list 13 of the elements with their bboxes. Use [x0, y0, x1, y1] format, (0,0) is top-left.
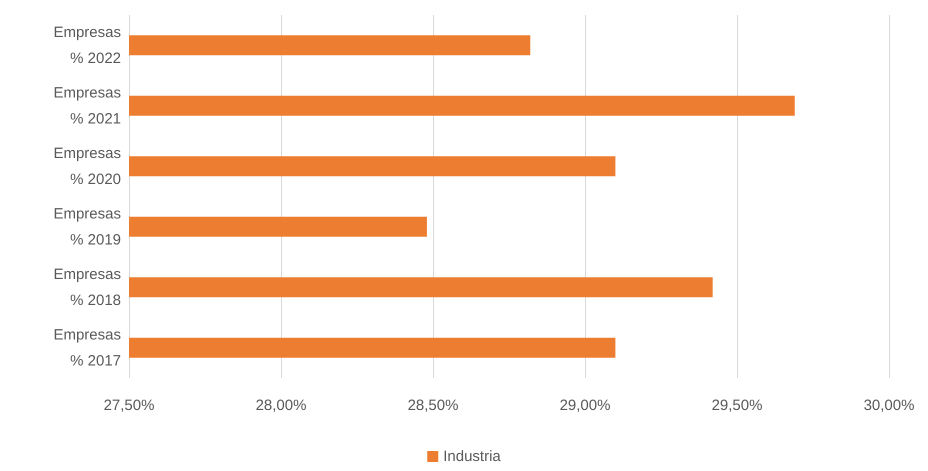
x-tick-label: 29,00% — [560, 397, 610, 414]
x-tick-label: 27,50% — [104, 397, 154, 414]
y-tick-label: Empresas % 2018 — [53, 266, 121, 309]
x-tick-label: 28,00% — [256, 397, 306, 414]
legend-label: Industria — [443, 448, 502, 465]
y-tick-label: Empresas % 2017 — [53, 326, 121, 370]
y-tick-label: Empresas % 2021 — [53, 84, 121, 128]
y-tick-label: Empresas % 2019 — [53, 205, 121, 248]
x-tick-label: 28,50% — [408, 397, 458, 414]
y-tick-label: Empresas % 2020 — [53, 144, 121, 188]
x-tick-label: 29,50% — [712, 397, 762, 414]
x-tick-label: 30,00% — [864, 397, 914, 414]
y-tick-label: Empresas % 2022 — [53, 24, 121, 67]
